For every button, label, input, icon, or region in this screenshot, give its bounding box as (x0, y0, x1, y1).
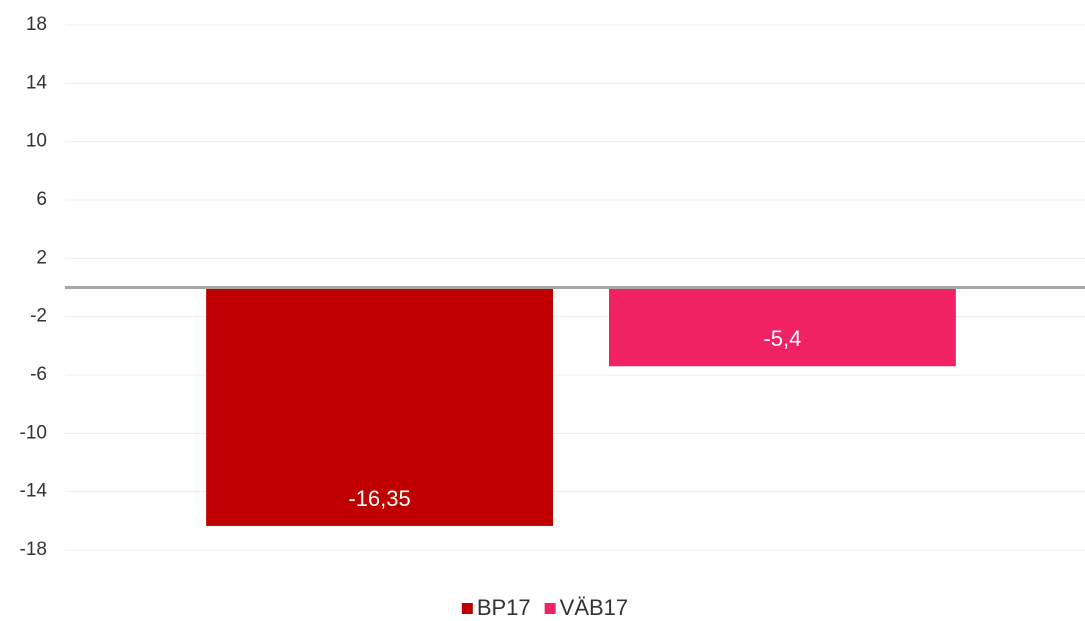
y-tick-label: -6 (30, 364, 47, 385)
legend-swatch (544, 603, 556, 614)
legend-item: BP17 (461, 595, 531, 620)
y-tick-label: -18 (20, 539, 47, 560)
legend-label: BP17 (477, 595, 531, 620)
y-tick-label: 18 (26, 14, 47, 35)
y-tick-label: 10 (26, 131, 47, 152)
data-label: -16,35 (348, 486, 410, 511)
y-tick-label: -10 (20, 422, 47, 443)
y-tick-label: -2 (30, 306, 47, 327)
data-label: -5,4 (763, 326, 801, 351)
bar (206, 287, 553, 526)
bar (609, 287, 956, 367)
y-tick-label: 2 (36, 247, 47, 268)
y-tick-label: 6 (36, 189, 47, 210)
y-tick-label: 14 (26, 72, 48, 93)
y-tick-label: -14 (20, 481, 48, 502)
legend-swatch (461, 603, 473, 614)
legend-item: VÄB17 (544, 595, 629, 620)
legend-label: VÄB17 (560, 595, 629, 620)
